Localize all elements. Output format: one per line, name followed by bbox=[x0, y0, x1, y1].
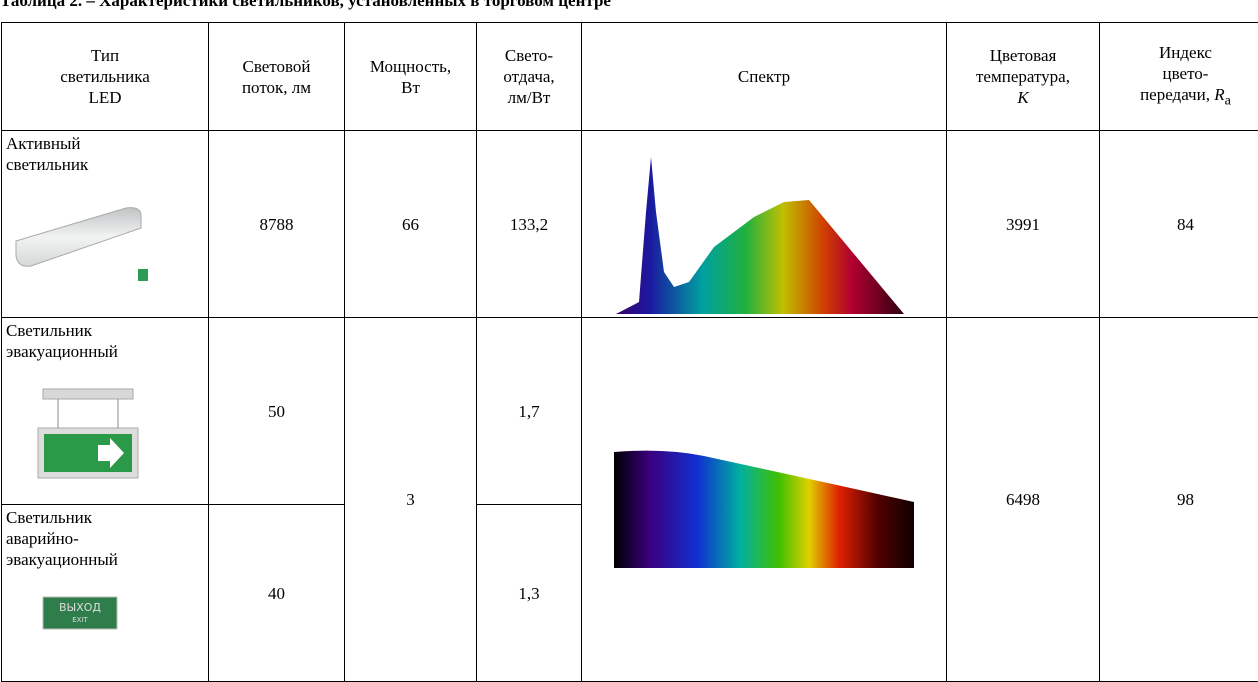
name-cell: Активный светильник bbox=[2, 131, 209, 318]
cell: 1,3 bbox=[477, 505, 582, 682]
caption: Таблица 2. – Характеристики светильников… bbox=[0, 0, 611, 11]
cell: 3991 bbox=[947, 131, 1100, 318]
cell: 40 bbox=[209, 505, 345, 682]
header-cell: Спектр bbox=[582, 23, 947, 131]
luminaire-table: Тип светильника LED Световой поток, лм М… bbox=[1, 22, 1258, 682]
cell: 50 bbox=[209, 318, 345, 505]
exit-box-icon: ВЫХОД EXIT bbox=[41, 591, 121, 631]
subscript: a bbox=[1225, 92, 1231, 108]
row: Активный светильник 8788 66 133,2 3991 8… bbox=[2, 131, 1258, 318]
header-text: Индекс цвето- передачи, bbox=[1140, 43, 1212, 104]
spectrum-image bbox=[614, 152, 914, 317]
header-cell: Световой поток, лм bbox=[209, 23, 345, 131]
cell: 8788 bbox=[209, 131, 345, 318]
cell: 6498 bbox=[947, 318, 1100, 682]
header-cell: Мощность, Вт bbox=[345, 23, 477, 131]
spectrum-cell bbox=[582, 318, 947, 682]
cell: 1,7 bbox=[477, 318, 582, 505]
header-cell: Индекс цвето- передачи, Ra bbox=[1100, 23, 1258, 131]
name: Светильник аварийно- эвакуационный bbox=[6, 507, 204, 570]
spectrum-image bbox=[614, 450, 914, 570]
cell: 98 bbox=[1100, 318, 1258, 682]
symbol: К bbox=[1017, 88, 1028, 107]
row: Светильник эвакуационный 50 3 1,7 6498 9… bbox=[2, 318, 1258, 505]
spectrum-cell bbox=[582, 131, 947, 318]
name: Светильник эвакуационный bbox=[6, 320, 204, 362]
cell: 84 bbox=[1100, 131, 1258, 318]
name: Активный светильник bbox=[6, 133, 204, 175]
header-text: Цветовая температура, bbox=[976, 46, 1070, 86]
header-cell: Тип светильника LED bbox=[2, 23, 209, 131]
header-cell: Свето- отдача, лм/Вт bbox=[477, 23, 582, 131]
name-cell: Светильник аварийно- эвакуационный ВЫХОД… bbox=[2, 505, 209, 682]
cell: 66 bbox=[345, 131, 477, 318]
page: Таблица 2. – Характеристики светильников… bbox=[0, 0, 1258, 668]
icon-text: EXIT bbox=[72, 616, 88, 624]
icon-text: ВЫХОД bbox=[59, 601, 101, 614]
header-cell: Цветовая температура, К bbox=[947, 23, 1100, 131]
header-row: Тип светильника LED Световой поток, лм М… bbox=[2, 23, 1258, 131]
exit-sign-icon bbox=[28, 383, 148, 483]
cell: 3 bbox=[345, 318, 477, 682]
symbol: R bbox=[1214, 85, 1224, 104]
lamp-icon bbox=[6, 196, 156, 286]
cell: 133,2 bbox=[477, 131, 582, 318]
name-cell: Светильник эвакуационный bbox=[2, 318, 209, 505]
